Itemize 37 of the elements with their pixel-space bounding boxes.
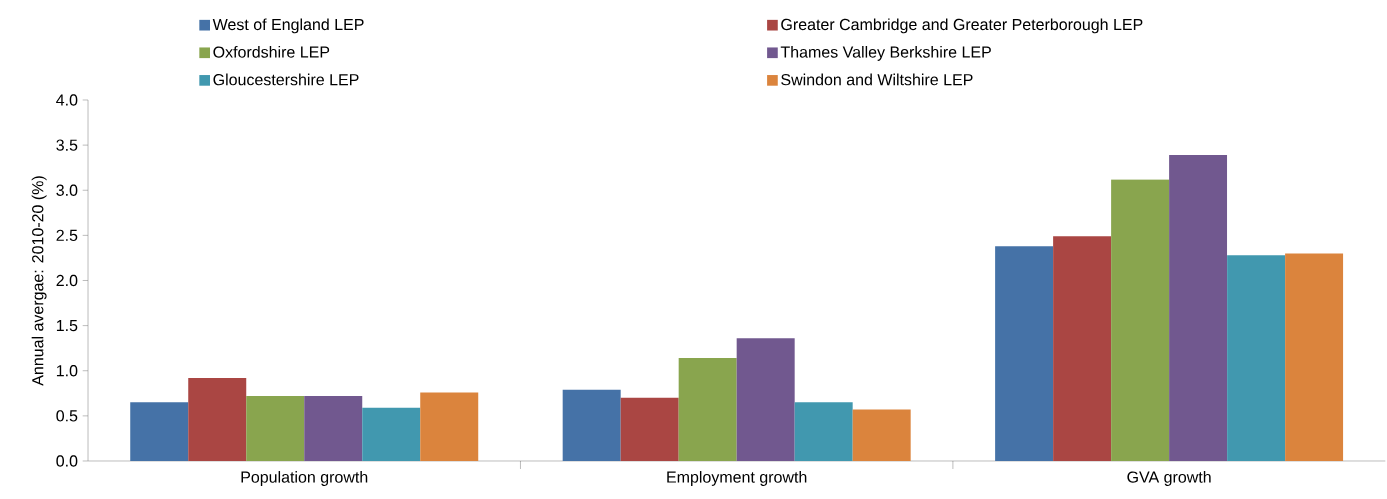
bar bbox=[562, 389, 621, 461]
bar bbox=[1053, 236, 1112, 461]
bar bbox=[1227, 255, 1286, 461]
bar bbox=[188, 377, 247, 461]
y-tick-label: 2.5 bbox=[56, 229, 78, 242]
x-tick-label: Population growth bbox=[241, 471, 368, 486]
bar bbox=[420, 392, 479, 461]
bar bbox=[852, 409, 911, 461]
bar bbox=[995, 246, 1054, 461]
y-tick-label: 0.0 bbox=[56, 455, 78, 467]
x-tick-label: Employment growth bbox=[667, 471, 807, 486]
legend-label: Gloucestershire LEP bbox=[213, 73, 359, 86]
bar bbox=[246, 396, 305, 461]
y-tick-label: 2.0 bbox=[56, 274, 78, 287]
y-tick-label: 3.0 bbox=[56, 184, 78, 196]
y-tick-label: 1.5 bbox=[56, 320, 78, 332]
bar bbox=[1111, 179, 1170, 461]
x-tick-label: GVA growth bbox=[1127, 471, 1211, 486]
y-axis-title: Annual avergae: 2010-20 (%) bbox=[31, 176, 47, 386]
bar bbox=[678, 358, 737, 461]
legend-label: Swindon and Wiltshire LEP bbox=[781, 73, 973, 86]
bar bbox=[130, 402, 189, 461]
legend-label: West of England LEP bbox=[212, 18, 364, 34]
legend-label: Thames Valley Berkshire LEP bbox=[780, 46, 991, 61]
legend-label: Oxfordshire LEP bbox=[213, 46, 330, 58]
legend-label: Greater Cambridge and Greater Peterborough LEP bbox=[781, 18, 1143, 34]
y-tick-label: 4.0 bbox=[56, 94, 78, 106]
bar bbox=[1285, 253, 1344, 461]
bar bbox=[794, 402, 853, 461]
bar bbox=[362, 407, 421, 461]
bar bbox=[736, 338, 795, 461]
bar bbox=[304, 396, 363, 461]
y-tick-label: 1.0 bbox=[56, 365, 78, 377]
y-tick-label: 0.5 bbox=[56, 410, 78, 422]
bar bbox=[620, 397, 679, 461]
bar bbox=[1169, 155, 1228, 461]
y-tick-label: 3.5 bbox=[56, 139, 78, 151]
